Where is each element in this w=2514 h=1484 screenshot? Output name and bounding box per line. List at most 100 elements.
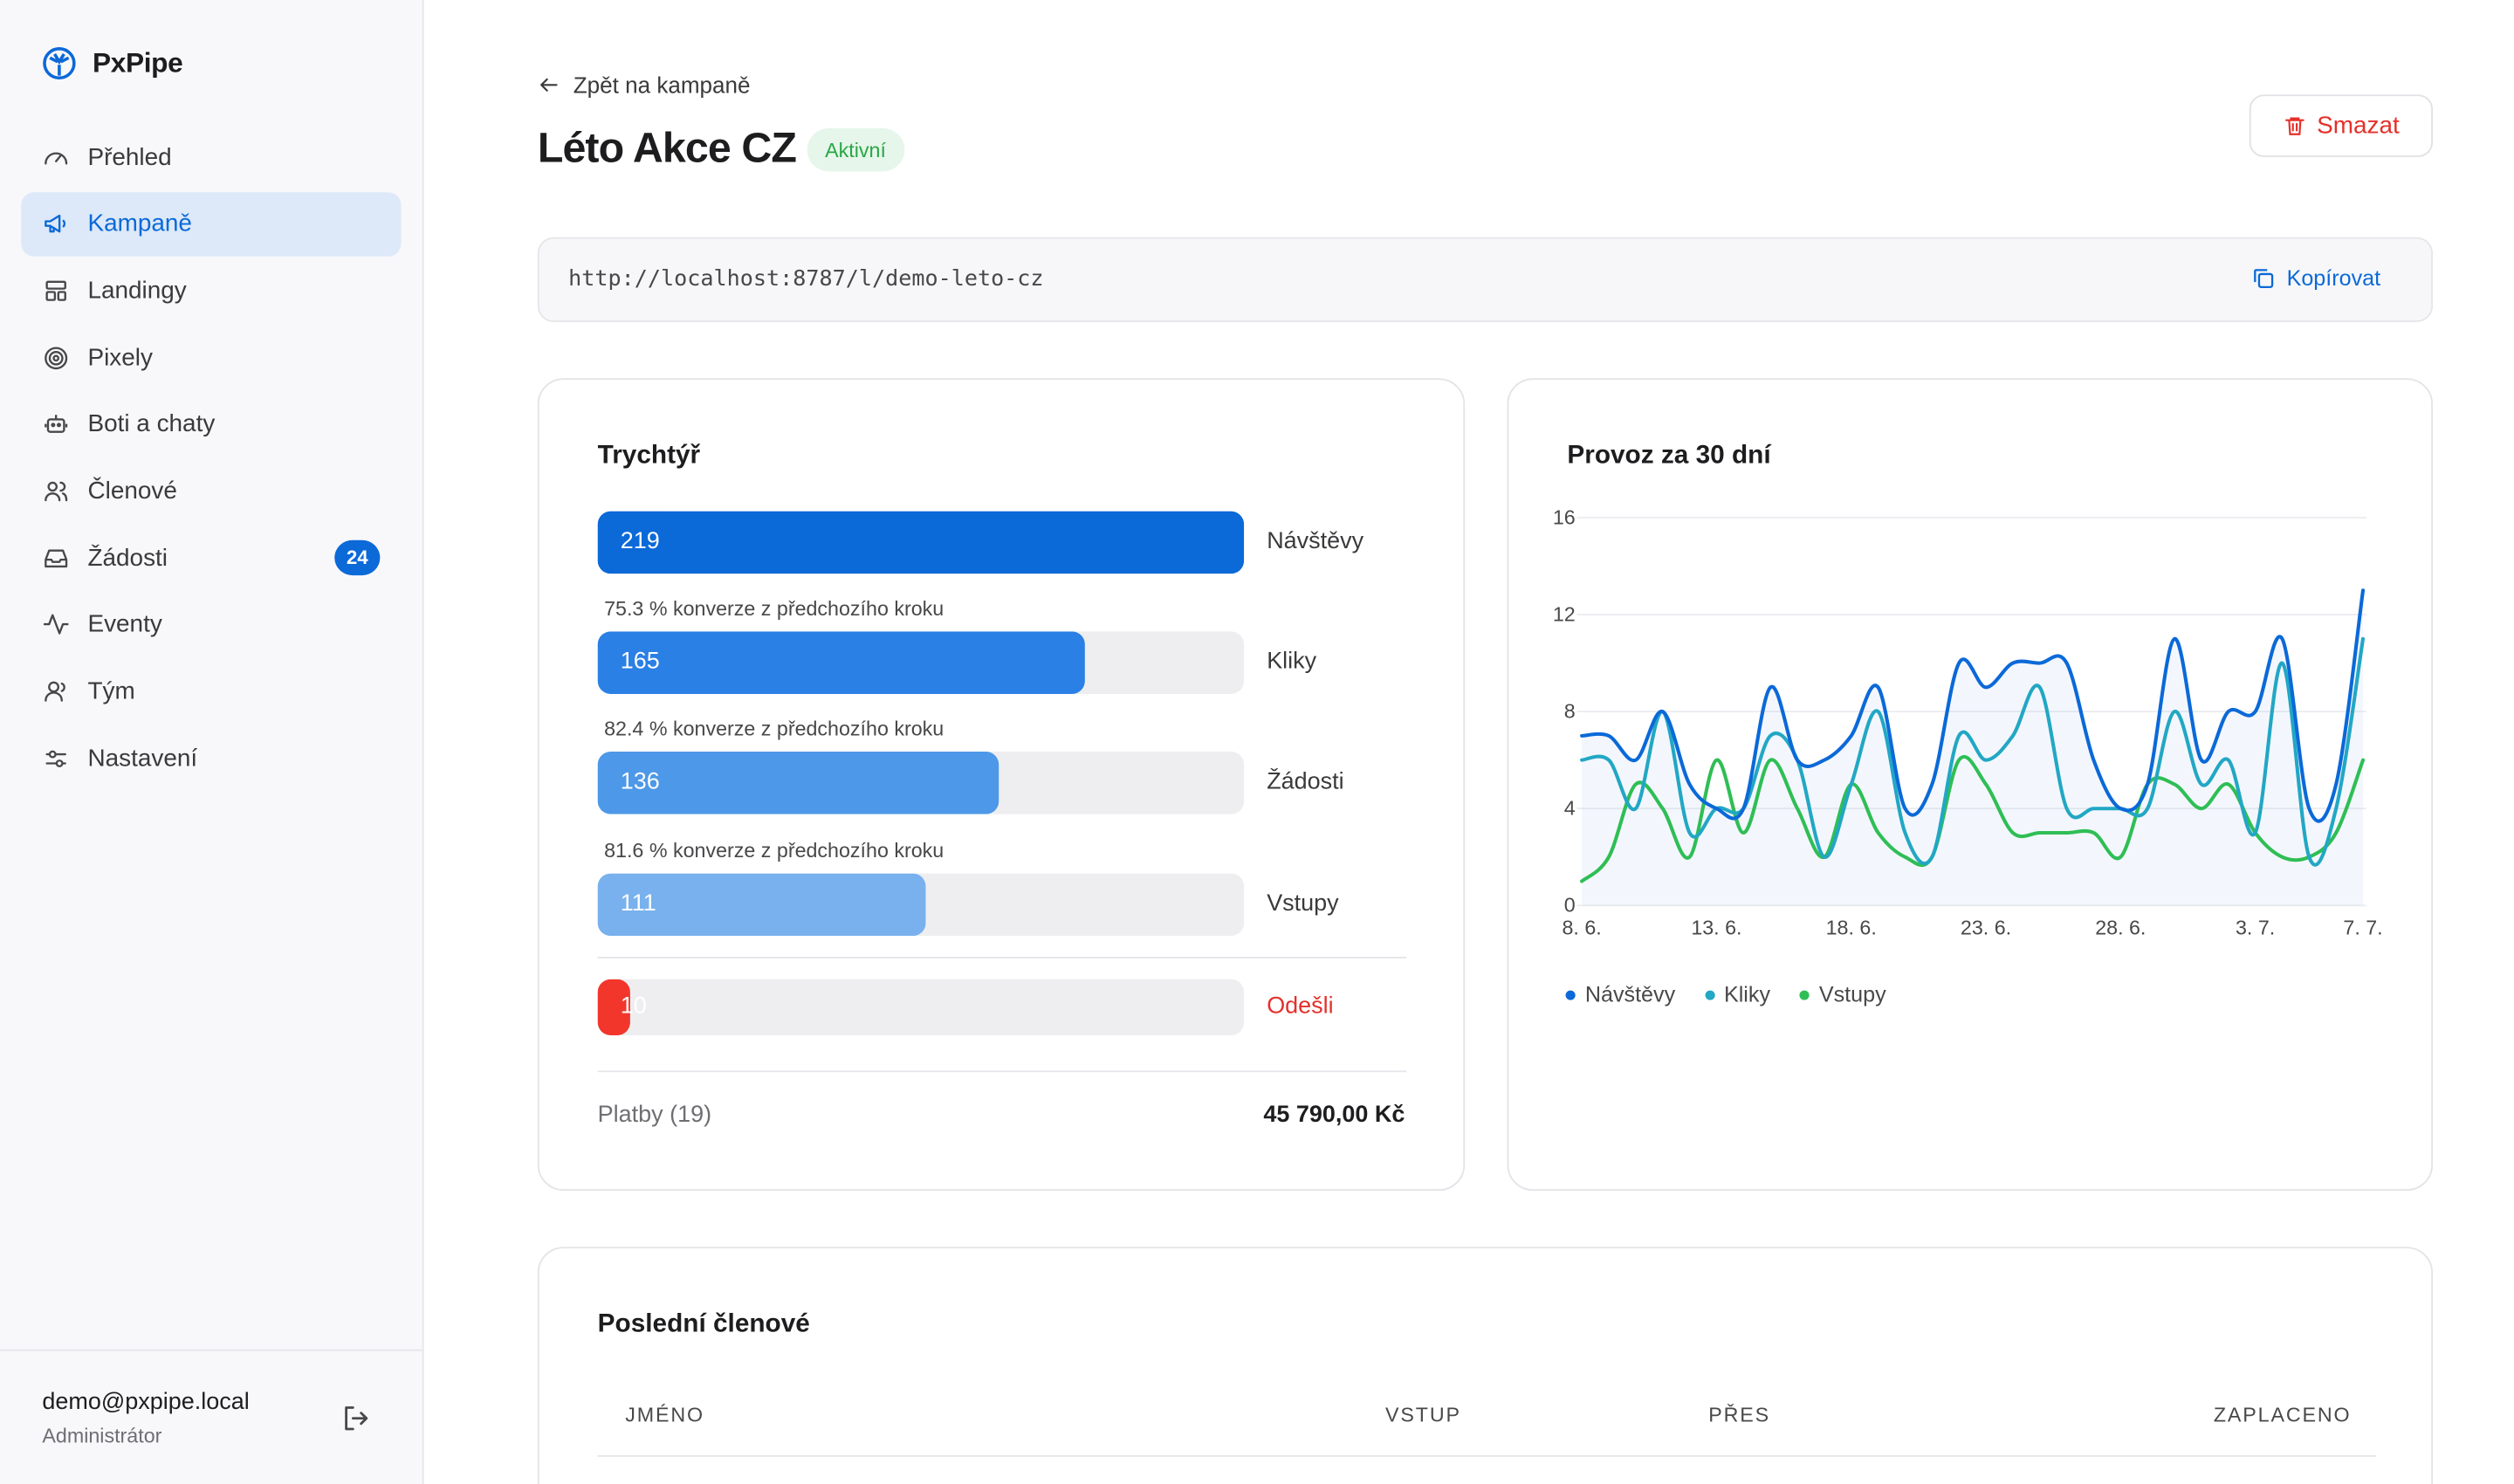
sliders-icon bbox=[42, 745, 70, 772]
funnel-bar bbox=[597, 752, 999, 814]
sidebar-item-label: Žádosti bbox=[87, 544, 168, 572]
megaphone-icon bbox=[42, 210, 70, 237]
funnel-bar bbox=[597, 511, 1245, 574]
sidebar-item-zadosti[interactable]: Žádosti 24 bbox=[21, 526, 401, 589]
requests-count-badge: 24 bbox=[334, 539, 381, 576]
payments-value: 45 790,00 Kč bbox=[1263, 1103, 1405, 1129]
brand[interactable]: PxPipe bbox=[41, 45, 183, 81]
sidebar-item-nastaveni[interactable]: Nastavení bbox=[21, 726, 401, 790]
legend-label: Vstupy bbox=[1818, 982, 1886, 1007]
target-icon bbox=[42, 344, 70, 371]
x-tick-label: 7. 7. bbox=[2343, 916, 2382, 938]
campaign-url[interactable]: http://localhost:8787/l/demo-leto-cz bbox=[568, 265, 1044, 292]
funnel-bar bbox=[597, 631, 1085, 694]
series-line bbox=[1580, 588, 2366, 823]
gauge-icon bbox=[42, 143, 70, 170]
logout-icon[interactable] bbox=[340, 1402, 372, 1434]
sidebar-item-label: Boti a chaty bbox=[87, 410, 216, 438]
sidebar-item-eventy[interactable]: Eventy bbox=[21, 593, 401, 656]
traffic-chart: 0 4 8 12 16 8. 6. 13. 6. 18. 6. 23. 6. 28. 6. 3. 7… bbox=[1553, 505, 2383, 938]
funnel-value: 219 bbox=[620, 528, 660, 555]
members-card: Poslední členové JMÉNO VSTUP PŘES ZAPLAC… bbox=[537, 1247, 2434, 1484]
sidebar-item-clenove[interactable]: Členové bbox=[21, 459, 401, 523]
x-tick-label: 8. 6. bbox=[1563, 916, 1602, 938]
funnel-conversion: 82.4 % konverze z předchozího kroku bbox=[604, 718, 944, 741]
legend-dot bbox=[1565, 989, 1576, 1000]
sidebar-item-prehled[interactable]: Přehled bbox=[21, 125, 401, 189]
sidebar-item-label: Kampaně bbox=[87, 210, 192, 238]
column-header-entry[interactable]: VSTUP bbox=[1385, 1404, 1461, 1426]
sidebar-nav: Přehled Kampaně Landingy Pixely Boti a c… bbox=[21, 125, 402, 793]
funnel-value: 165 bbox=[620, 649, 660, 675]
y-tick-label: 0 bbox=[1564, 894, 1576, 917]
user-panel: demo@pxpipe.local Administrátor bbox=[0, 1349, 422, 1484]
funnel-bar-track: 165 bbox=[597, 631, 1245, 694]
bot-icon bbox=[42, 410, 70, 437]
divider bbox=[597, 1070, 1407, 1073]
divider bbox=[597, 957, 1407, 958]
back-label: Zpět na kampaně bbox=[573, 72, 751, 98]
users-icon bbox=[42, 477, 70, 505]
x-tick-label: 28. 6. bbox=[2095, 916, 2146, 938]
user-role: Administrátor bbox=[42, 1425, 162, 1447]
sidebar-item-label: Pixely bbox=[87, 343, 153, 372]
sidebar-item-label: Landingy bbox=[87, 277, 187, 305]
churn-label: Odešli bbox=[1267, 993, 1334, 1020]
sidebar-item-pixely[interactable]: Pixely bbox=[21, 326, 401, 389]
logo-icon bbox=[43, 47, 76, 79]
chart-legend: Návštěvy Kliky Vstupy bbox=[1565, 982, 1886, 1007]
y-tick-label: 12 bbox=[1553, 603, 1576, 626]
y-tick-label: 4 bbox=[1564, 797, 1576, 820]
delete-label: Smazat bbox=[2317, 112, 2400, 140]
legend-dot bbox=[1704, 989, 1714, 1000]
column-header-name[interactable]: JMÉNO bbox=[625, 1404, 704, 1426]
funnel-label: Návštěvy bbox=[1267, 528, 1364, 555]
legend-item[interactable]: Kliky bbox=[1704, 982, 1770, 1007]
y-tick-label: 8 bbox=[1564, 700, 1576, 723]
sidebar-item-label: Tým bbox=[87, 677, 135, 705]
legend-dot bbox=[1799, 989, 1810, 1000]
payments-label: Platby (19) bbox=[597, 1103, 712, 1129]
back-link[interactable]: Zpět na kampaně bbox=[538, 72, 751, 98]
page-title: Léto Akce CZ bbox=[537, 123, 797, 172]
x-tick-label: 13. 6. bbox=[1691, 916, 1741, 938]
funnel-value: 111 bbox=[620, 890, 656, 917]
inbox-icon bbox=[42, 545, 70, 572]
funnel-card: Trychtýř 219 Návštěvy 75.3 % konverze z … bbox=[537, 378, 1466, 1192]
funnel-title: Trychtýř bbox=[597, 442, 701, 470]
funnel-bar-track: 111 bbox=[597, 873, 1245, 937]
table-divider bbox=[597, 1454, 2376, 1457]
sidebar-item-tym[interactable]: Tým bbox=[21, 659, 401, 723]
traffic-card: Provoz za 30 dní 0 4 8 12 16 8. 6. 13. 6. 18. 6… bbox=[1507, 378, 2434, 1192]
user-email: demo@pxpipe.local bbox=[42, 1389, 250, 1416]
sidebar-item-kampane[interactable]: Kampaně bbox=[21, 191, 402, 257]
funnel-value: 136 bbox=[620, 769, 660, 795]
arrow-left-icon bbox=[540, 78, 558, 92]
sidebar: PxPipe Přehled Kampaně Landingy Pixely B… bbox=[0, 0, 424, 1484]
x-tick-label: 3. 7. bbox=[2236, 916, 2275, 938]
sidebar-item-label: Členové bbox=[87, 477, 177, 505]
legend-label: Návštěvy bbox=[1584, 982, 1676, 1007]
sidebar-item-landingy[interactable]: Landingy bbox=[21, 258, 401, 322]
column-header-paid[interactable]: ZAPLACENO bbox=[2213, 1404, 2352, 1426]
column-header-via[interactable]: PŘES bbox=[1708, 1404, 1771, 1426]
funnel-conversion: 81.6 % konverze z předchozího kroku bbox=[604, 840, 944, 862]
delete-button[interactable]: Smazat bbox=[2249, 94, 2434, 157]
funnel-bar-track: 219 bbox=[597, 511, 1245, 574]
funnel-label: Vstupy bbox=[1267, 890, 1339, 917]
legend-item[interactable]: Návštěvy bbox=[1565, 982, 1676, 1007]
series-area bbox=[1582, 590, 2364, 906]
activity-icon bbox=[42, 611, 70, 638]
funnel-conversion: 75.3 % konverze z předchozího kroku bbox=[604, 597, 944, 621]
funnel-bar-track: 136 bbox=[597, 752, 1245, 814]
team-icon bbox=[42, 678, 70, 705]
sidebar-item-boti[interactable]: Boti a chaty bbox=[21, 392, 401, 456]
funnel-label: Žádosti bbox=[1267, 769, 1344, 795]
traffic-title: Provoz za 30 dní bbox=[1567, 442, 1771, 470]
sidebar-item-label: Přehled bbox=[87, 143, 172, 171]
legend-item[interactable]: Vstupy bbox=[1799, 982, 1886, 1007]
copy-button[interactable]: Kopírovat bbox=[2251, 265, 2381, 291]
copy-label: Kopírovat bbox=[2286, 265, 2381, 291]
sidebar-item-label: Eventy bbox=[87, 611, 162, 639]
x-tick-label: 18. 6. bbox=[1826, 916, 1877, 938]
